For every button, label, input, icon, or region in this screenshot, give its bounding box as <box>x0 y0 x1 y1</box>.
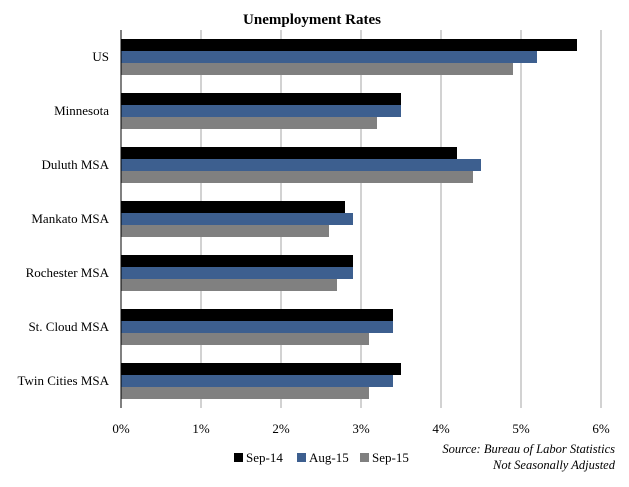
x-tick-label: 0% <box>112 421 130 436</box>
bar-sep-14-4 <box>121 255 353 267</box>
bar-sep-14-1 <box>121 93 401 105</box>
bar-aug-15-0 <box>121 51 537 63</box>
bar-sep-15-2 <box>121 171 473 183</box>
bars <box>121 39 577 399</box>
legend-label: Sep-14 <box>246 450 283 465</box>
category-label: US <box>92 49 109 64</box>
bar-sep-15-6 <box>121 387 369 399</box>
x-tick-label: 6% <box>592 421 610 436</box>
category-label: Twin Cities MSA <box>17 373 109 388</box>
legend-swatch <box>234 453 243 462</box>
x-tick-labels: 0% 1% 2% 3% 4% 5% 6% <box>112 421 610 436</box>
category-label: St. Cloud MSA <box>28 319 109 334</box>
source-note: Source: Bureau of Labor Statistics Not S… <box>442 441 615 473</box>
bar-sep-14-0 <box>121 39 577 51</box>
bar-aug-15-2 <box>121 159 481 171</box>
legend-label: Sep-15 <box>372 450 409 465</box>
chart-title: Unemployment Rates <box>243 12 381 28</box>
category-label: Minnesota <box>54 103 109 118</box>
category-label: Rochester MSA <box>26 265 110 280</box>
legend-swatch <box>297 453 306 462</box>
category-label: Duluth MSA <box>41 157 109 172</box>
bar-aug-15-1 <box>121 105 401 117</box>
bar-sep-15-4 <box>121 279 337 291</box>
bar-sep-14-3 <box>121 201 345 213</box>
bar-sep-15-0 <box>121 63 513 75</box>
x-tick-label: 1% <box>192 421 210 436</box>
bar-aug-15-5 <box>121 321 393 333</box>
bar-aug-15-6 <box>121 375 393 387</box>
legend-label: Aug-15 <box>309 450 349 465</box>
x-tick-label: 3% <box>352 421 370 436</box>
adjustment-note: Not Seasonally Adjusted <box>493 458 615 472</box>
x-tick-label: 2% <box>272 421 290 436</box>
source-line: Source: Bureau of Labor Statistics <box>442 442 615 456</box>
bar-sep-15-3 <box>121 225 329 237</box>
bar-aug-15-3 <box>121 213 353 225</box>
legend: Sep-14 Aug-15 Sep-15 <box>234 450 409 465</box>
legend-swatch <box>360 453 369 462</box>
bar-sep-14-2 <box>121 147 457 159</box>
bar-sep-14-6 <box>121 363 401 375</box>
x-tick-label: 5% <box>512 421 530 436</box>
bar-sep-15-1 <box>121 117 377 129</box>
bar-aug-15-4 <box>121 267 353 279</box>
category-labels: US Minnesota Duluth MSA Mankato MSA Rocheste… <box>17 49 109 388</box>
bar-sep-14-5 <box>121 309 393 321</box>
x-tick-label: 4% <box>432 421 450 436</box>
bar-sep-15-5 <box>121 333 369 345</box>
category-label: Mankato MSA <box>31 211 109 226</box>
